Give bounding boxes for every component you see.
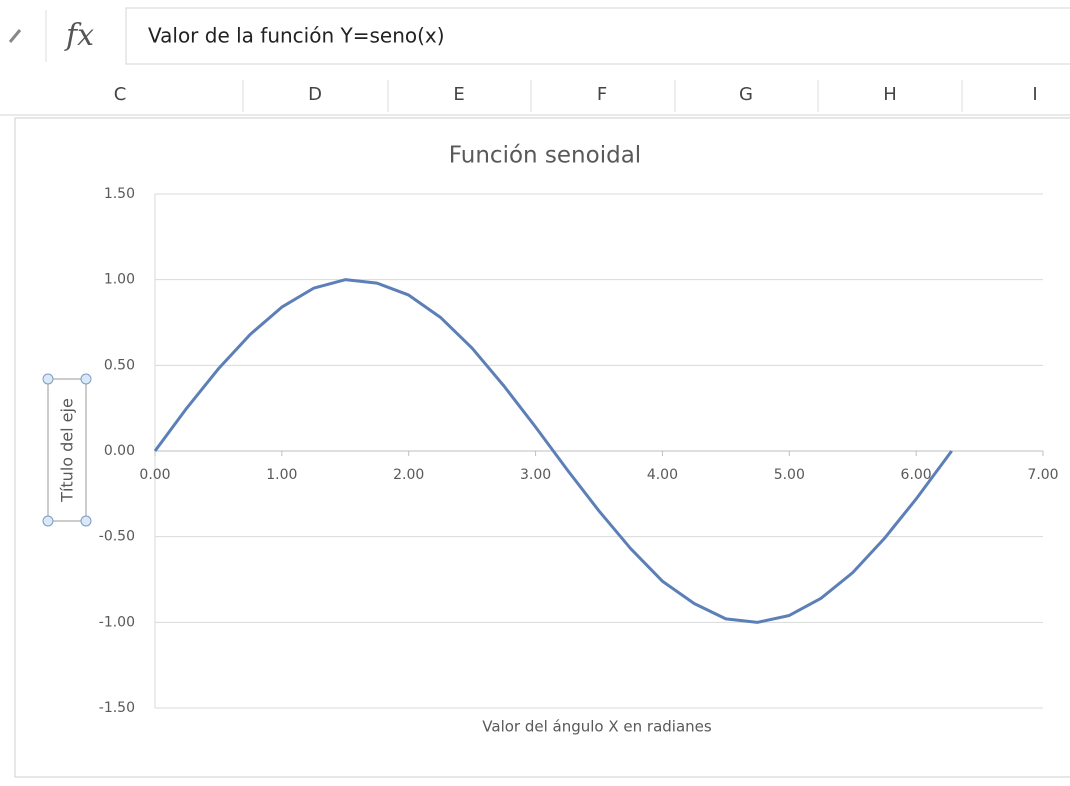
y-tick-label: -1.00 xyxy=(99,614,135,630)
column-header: E xyxy=(453,84,464,105)
column-header-row xyxy=(0,75,1070,115)
column-header: D xyxy=(308,84,322,105)
chart-area[interactable] xyxy=(14,117,1070,778)
y-axis-title[interactable]: Título del eje xyxy=(58,398,77,503)
y-tick-label: 0.50 xyxy=(104,357,135,373)
column-headers: C D E F G H I xyxy=(114,80,1038,112)
formula-input[interactable] xyxy=(125,7,1070,65)
sine-line xyxy=(153,278,953,624)
plot: -1.50 -1.00 -0.50 0.00 0.50 1.00 1.50 0.00 1.00 2… xyxy=(99,186,1059,716)
x-tick-label: 5.00 xyxy=(774,467,805,483)
column-header: H xyxy=(883,84,897,105)
column-header: G xyxy=(739,84,753,105)
y-tick-label: -0.50 xyxy=(99,529,135,545)
x-tick-label: 2.00 xyxy=(393,467,424,483)
column-header: C xyxy=(114,84,127,105)
x-tick-label: 0.00 xyxy=(139,467,170,483)
handle[interactable] xyxy=(42,373,54,385)
x-tick-label: 6.00 xyxy=(901,467,932,483)
y-tick-label: -1.50 xyxy=(99,700,135,716)
fx-icon[interactable]: fx xyxy=(64,18,94,53)
x-tick-label: 1.00 xyxy=(266,467,297,483)
column-header: F xyxy=(597,84,607,105)
handle[interactable] xyxy=(42,515,54,527)
y-tick-label: 1.00 xyxy=(104,272,135,288)
x-tick-label: 3.00 xyxy=(520,467,551,483)
x-tick-label: 7.00 xyxy=(1027,467,1058,483)
formula-content: Valor de la función Y=seno(x) xyxy=(148,24,445,48)
y-tick-label: 1.50 xyxy=(104,186,135,202)
y-tick-label: 0.00 xyxy=(104,443,135,459)
handle[interactable] xyxy=(80,515,92,527)
handle[interactable] xyxy=(80,373,92,385)
column-header: I xyxy=(1032,84,1037,105)
selection-box xyxy=(47,378,87,522)
x-tick-label: 4.00 xyxy=(647,467,678,483)
x-axis-title: Valor del ángulo X en radianes xyxy=(482,718,712,736)
chart-title: Función senoidal xyxy=(449,143,641,169)
edit-icon xyxy=(8,29,22,43)
